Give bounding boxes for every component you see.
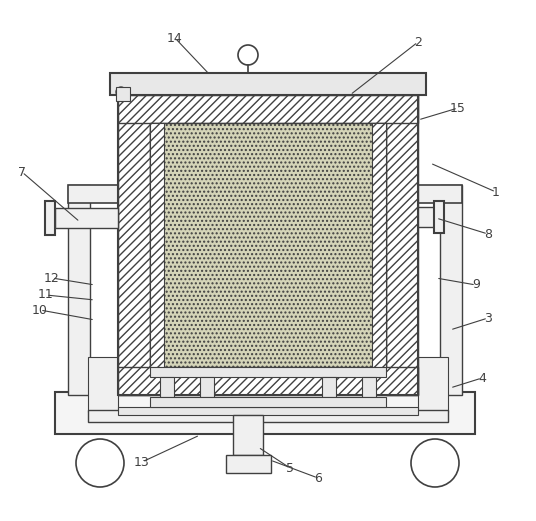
Bar [68, 185, 90, 395]
Bar [150, 123, 164, 367]
Bar [372, 123, 386, 367]
Bar [55, 392, 475, 434]
Bar [434, 201, 444, 233]
Bar [150, 367, 386, 377]
Bar [226, 455, 271, 473]
Text: 3: 3 [484, 312, 492, 325]
Bar [150, 397, 386, 407]
Text: 8: 8 [484, 228, 492, 241]
Text: 13: 13 [134, 455, 150, 468]
Bar [160, 377, 174, 397]
Text: 10: 10 [32, 304, 48, 316]
Bar [233, 415, 263, 455]
Text: 14: 14 [167, 31, 183, 44]
Circle shape [411, 439, 459, 487]
Text: 1: 1 [492, 185, 500, 199]
Text: 4: 4 [478, 371, 486, 384]
Bar [150, 123, 386, 367]
Bar [418, 207, 434, 227]
Text: 9: 9 [472, 279, 480, 292]
Bar [116, 87, 130, 101]
Text: 12: 12 [44, 271, 60, 284]
Bar [118, 95, 150, 395]
Bar [68, 185, 462, 203]
Text: 2: 2 [414, 35, 422, 48]
Bar [88, 410, 448, 422]
Circle shape [238, 45, 258, 65]
Bar [418, 357, 448, 412]
Circle shape [76, 439, 124, 487]
Bar [118, 407, 418, 415]
Bar [322, 377, 336, 397]
Circle shape [116, 87, 126, 97]
Text: 15: 15 [450, 102, 466, 115]
Text: 5: 5 [286, 462, 294, 475]
Bar [386, 95, 418, 395]
Bar [200, 377, 214, 397]
Bar [118, 95, 418, 123]
Bar [440, 185, 462, 395]
Bar [45, 201, 55, 235]
Bar [88, 357, 118, 412]
Text: 6: 6 [314, 472, 322, 485]
Bar [110, 73, 426, 95]
Bar [362, 377, 376, 397]
Bar [118, 367, 418, 395]
Text: 11: 11 [38, 289, 54, 302]
Bar [55, 208, 118, 228]
Text: 7: 7 [18, 166, 26, 179]
Bar [118, 95, 418, 395]
